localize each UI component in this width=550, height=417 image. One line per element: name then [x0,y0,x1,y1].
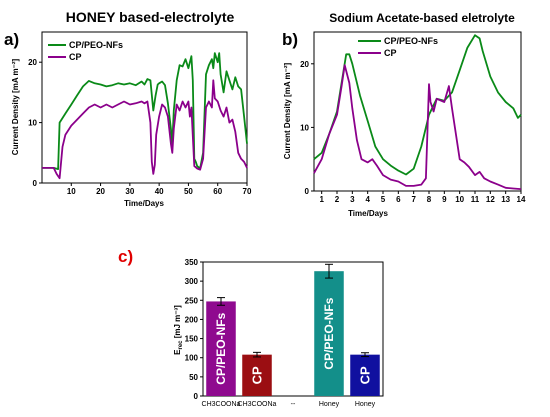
panel-a-legend: CP/PEO-NFs CP [48,40,123,62]
panel-a-xtick-label: 20 [96,187,105,196]
legend-label-cp: CP [384,48,397,58]
panel-c-bar [350,354,380,396]
panel-b-title: Sodium Acetate-based eletrolyte [329,11,515,25]
panel-c-ytick-label: 250 [185,296,199,305]
panel-b-xtick-label: 5 [381,195,386,204]
panel-c-ytick-label: 50 [189,373,198,382]
panel-a-xtick-label: 60 [213,187,222,196]
ylabel-unit: [mJ m⁻³] [173,305,182,341]
panel-c-plot-frame [202,261,384,397]
panel-b-series-cp [313,64,522,190]
panel-b-xtick-label: 3 [350,195,355,204]
panel-c-category-label: CH3COONa [238,401,277,408]
panel-a-xtick-label: 50 [184,187,193,196]
panel-c-ytick-label: 100 [185,354,199,363]
panel-a-xtick-label: 30 [125,187,134,196]
panel-b-xtick-label: 6 [396,195,401,204]
panel-b-xtick-label: 8 [427,195,432,204]
ylabel-subscript: rec [178,340,184,350]
legend-label-cp: CP [69,52,82,62]
panel-b-xtick-label: 12 [486,195,495,204]
panel-c-ylabel: Erec [mJ m⁻³] [173,305,184,355]
panel-a-ticks: 10 20 30 40 50 60 70 0 10 20 [28,58,252,196]
panel-c-ytick-label: 300 [185,277,199,286]
ylabel-main: E [173,349,182,355]
panel-a-xtick-label: 40 [155,187,164,196]
panel-c-bar [314,271,344,396]
panel-c-category-label: Honey [355,401,376,408]
panel-a-title: HONEY based-electrolyte [66,9,235,25]
panel-b-xtick-label: 1 [319,195,324,204]
panel-c-ytick-label: 0 [194,392,199,401]
panel-b-xtick-label: 10 [455,195,464,204]
panel-b-xtick-label: 7 [411,195,416,204]
panel-a-ytick-label: 10 [28,119,37,128]
panel-c-ytick-label: 200 [185,315,199,324]
panel-c-bar-label: CP [358,366,373,384]
panel-b-xtick-label: 13 [501,195,510,204]
panel-a-series-cp-peo-nfs [42,52,248,171]
legend-label-cp-peo-nfs: CP/PEO-NFs [69,40,123,50]
panel-c-category-label: -- [291,401,296,408]
panel-a-series [42,52,248,180]
panel-c-bar-label: CP/PEO-NFs [322,297,336,369]
panel-b-xlabel: Time/Days [348,209,388,218]
panel-c-category-label: CH3COONa [202,401,241,408]
panel-a-xtick-label: 10 [67,187,76,196]
panel-a-plot-frame [41,31,248,184]
panel-b-xtick-label: 2 [335,195,340,204]
panel-a-ylabel: Current Density [mA m⁻²] [11,58,20,155]
panel-b-xtick-label: 14 [517,195,526,204]
panel-b-plot-frame [313,31,522,192]
panel-b-legend: CP/PEO-NFs CP [358,36,438,58]
panel-c-bar [242,354,272,396]
panel-b-xtick-label: 4 [365,195,370,204]
panel-b-ytick-label: 0 [305,187,310,196]
panel-a-xtick-label: 70 [243,187,252,196]
panel-b-ytick-label: 20 [300,60,309,69]
panel-c-bar-label: CP/PEO-NFs [214,312,228,384]
panel-b-xtick-label: 11 [471,195,480,204]
panel-b-series-cp-peo-nfs [313,34,522,176]
panel-a-series-cp [42,79,248,180]
panel-c-bar [206,301,236,396]
panel-c-ytick-label: 150 [185,335,199,344]
panel-c-bar-label: CP [250,366,265,384]
panel-c-bars: CP/PEO-NFs CH3COONa CP CH3COONa -- CP/PEO-NFs… [202,263,380,408]
panel-c-ytick-label: 350 [185,258,199,267]
panel-b-series [313,34,522,190]
panel-a: HONEY based-electrolyte a) 10 20 30 40 50 60 7… [4,9,252,208]
panel-b-ylabel: Current Density [mA m⁻²] [283,62,292,159]
panel-b-ytick-label: 10 [300,123,309,132]
panel-c-category-label: Honey [319,401,340,408]
panel-c-ticks: 0 50 100 150 200 250 300 350 [185,258,203,401]
panel-a-xlabel: Time/Days [124,199,164,208]
panel-a-ytick-label: 20 [28,58,37,67]
panel-c-label: c) [118,247,133,266]
panel-c: c) 0 50 100 150 200 250 300 350 CP/PEO-NFs CH3CO… [118,247,384,408]
panel-b-label: b) [282,30,298,49]
legend-label-cp-peo-nfs: CP/PEO-NFs [384,36,438,46]
panel-b-xtick-label: 9 [442,195,447,204]
panel-a-label: a) [4,30,19,49]
panel-a-ytick-label: 0 [33,179,38,188]
